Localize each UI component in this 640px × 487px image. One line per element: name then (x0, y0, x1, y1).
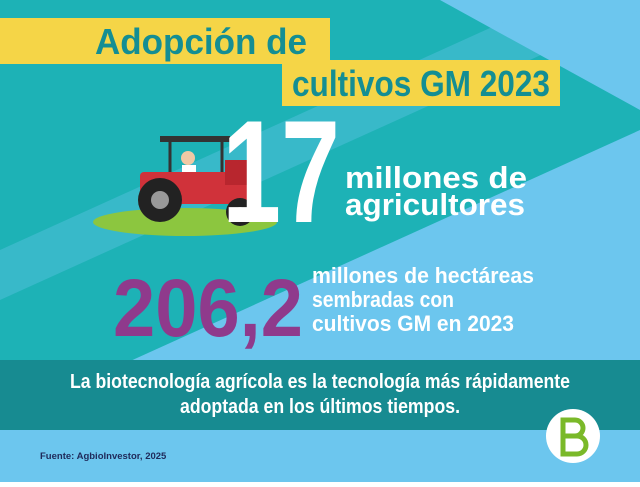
stat-label: sembradas con (312, 287, 454, 312)
stat-label: millones de hectáreas (312, 263, 534, 288)
title-box (0, 18, 330, 64)
source: Fuente: AgbioInvestor, 2025 (40, 451, 167, 462)
stat-label: millones de (345, 160, 527, 195)
stat-label: agricultores (345, 187, 525, 222)
stat-number: 206,2 (113, 263, 303, 354)
banner-line: adoptada en los últimos tiempos. (180, 396, 460, 418)
stripe (440, 0, 640, 110)
tractor-illustration (93, 136, 277, 236)
stat-label: cultivos GM en 2023 (312, 311, 514, 336)
banner (0, 360, 640, 430)
title-line: Adopción de (95, 21, 307, 62)
title-box (282, 60, 560, 106)
logo (546, 409, 600, 463)
stat-number: 17 (222, 90, 340, 253)
banner-line: La biotecnología agrícola es la tecnolog… (70, 371, 570, 393)
title-line: cultivos GM 2023 (292, 63, 550, 104)
